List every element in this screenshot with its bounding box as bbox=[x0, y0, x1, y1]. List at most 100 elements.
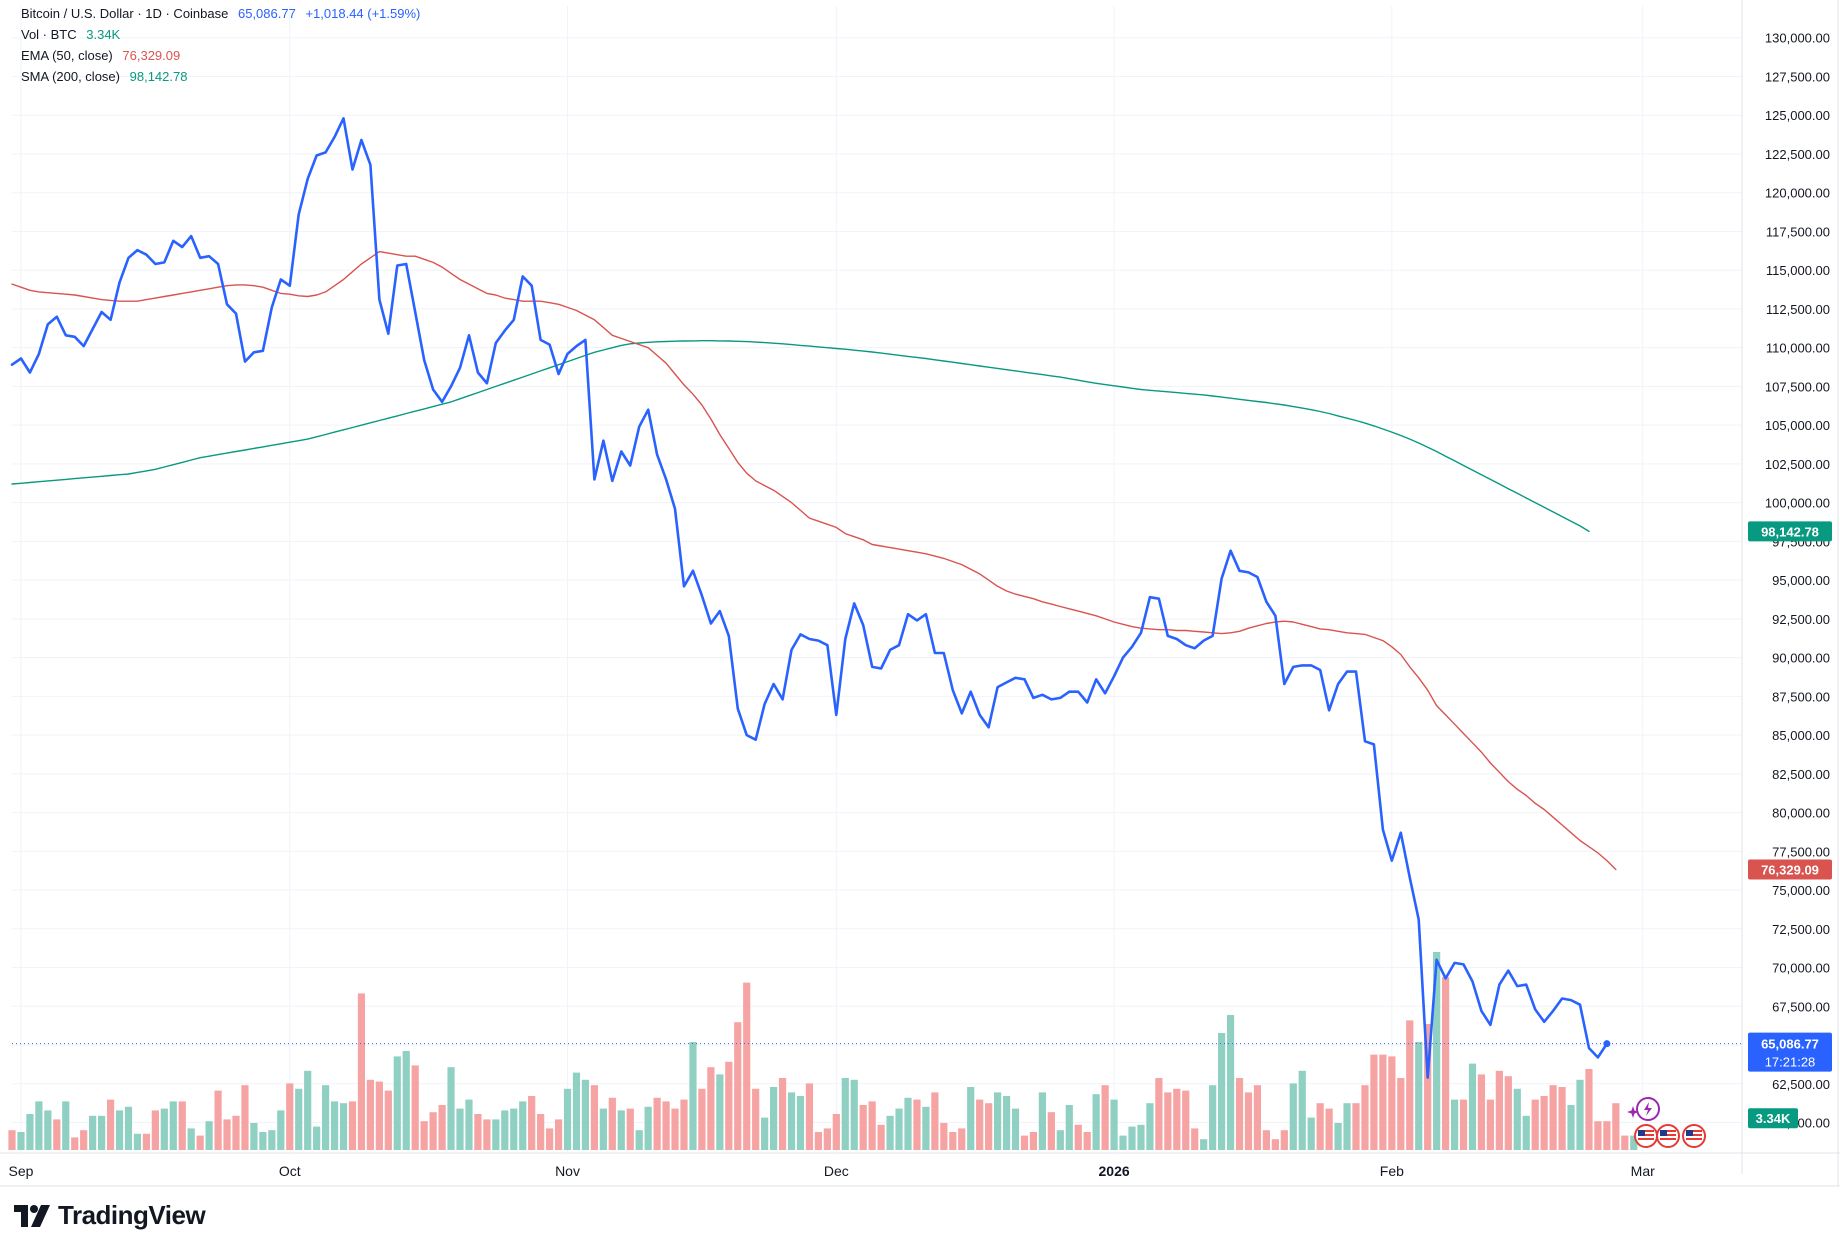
volume-bar bbox=[115, 1110, 124, 1150]
volume-bar bbox=[492, 1119, 500, 1150]
volume-bar bbox=[1630, 1135, 1638, 1150]
spark-icon[interactable] bbox=[1636, 1097, 1660, 1121]
volume-bar bbox=[510, 1108, 518, 1150]
volume-bar bbox=[1621, 1135, 1629, 1150]
tradingview-logo-text: TradingView bbox=[58, 1200, 206, 1230]
tradingview-logo[interactable]: TradingView bbox=[14, 1200, 206, 1231]
volume-bar bbox=[384, 1090, 392, 1150]
volume-bar bbox=[465, 1099, 473, 1150]
volume-bar bbox=[913, 1099, 921, 1150]
volume-bar bbox=[1155, 1078, 1163, 1150]
volume-bar bbox=[151, 1110, 159, 1150]
volume-bar bbox=[635, 1130, 643, 1150]
chart-legend: Bitcoin / U.S. Dollar · 1D · Coinbase 65… bbox=[21, 3, 426, 87]
volume-bar bbox=[1522, 1115, 1530, 1150]
volume-bar bbox=[796, 1096, 805, 1150]
x-tick-label: Oct bbox=[279, 1163, 301, 1179]
volume-legend-row[interactable]: Vol · BTC 3.34K bbox=[21, 24, 426, 45]
volume-bar bbox=[474, 1114, 482, 1150]
volume-bar bbox=[1146, 1103, 1154, 1150]
volume-bar bbox=[1298, 1070, 1306, 1150]
volume-bar bbox=[1585, 1069, 1593, 1150]
volume-bar bbox=[429, 1112, 437, 1150]
ema-line bbox=[11, 250, 1617, 871]
volume-bar bbox=[671, 1108, 679, 1150]
volume-bar bbox=[617, 1110, 625, 1150]
y-tick-label: 117,500.00 bbox=[1766, 224, 1830, 239]
sma-label: SMA (200, close) bbox=[21, 69, 120, 84]
volume-bar bbox=[456, 1108, 464, 1150]
price-change-value: +1,018.44 (+1.59%) bbox=[305, 6, 421, 21]
last-price-badge bbox=[1748, 1032, 1832, 1072]
y-tick-label: 87,500.00 bbox=[1772, 689, 1830, 704]
volume-bar bbox=[1065, 1105, 1073, 1150]
ema-legend-row[interactable]: EMA (50, close) 76,329.09 bbox=[21, 45, 426, 66]
volume-bar bbox=[1047, 1112, 1055, 1150]
volume-bar bbox=[1244, 1092, 1253, 1150]
volume-bar bbox=[393, 1056, 401, 1150]
volume-bar bbox=[761, 1117, 769, 1150]
y-tick-label: 77,500.00 bbox=[1772, 844, 1830, 859]
volume-bar bbox=[366, 1079, 374, 1150]
volume-bar bbox=[357, 993, 366, 1150]
volume-bar bbox=[1271, 1139, 1279, 1150]
last-price-value: 65,086.77 bbox=[237, 6, 296, 21]
symbol-title: Bitcoin / U.S. Dollar · 1D · Coinbase bbox=[21, 6, 229, 21]
volume-bar bbox=[1433, 952, 1441, 1150]
volume-bar bbox=[904, 1097, 912, 1150]
volume-bar bbox=[814, 1132, 822, 1150]
volume-bar bbox=[295, 1088, 303, 1150]
volume-bar bbox=[1262, 1130, 1270, 1150]
us-flag-icon[interactable] bbox=[1682, 1124, 1706, 1148]
bar-countdown-text: 17:21:28 bbox=[1765, 1055, 1816, 1070]
axis-layer: 60,000.0062,500.0065,000.0067,500.0070,0… bbox=[0, 0, 1840, 1187]
volume-bar bbox=[44, 1110, 52, 1150]
volume-bar bbox=[832, 1114, 840, 1150]
volume-bar bbox=[35, 1101, 43, 1150]
y-tick-label: 130,000.00 bbox=[1765, 31, 1830, 46]
y-tick-label: 115,000.00 bbox=[1766, 263, 1830, 278]
volume-bar bbox=[232, 1115, 240, 1150]
volume-bar bbox=[1235, 1078, 1244, 1150]
volume-bar bbox=[1442, 977, 1450, 1150]
y-tick-label: 95,000.00 bbox=[1772, 573, 1830, 588]
volume-bar bbox=[653, 1097, 661, 1150]
y-tick-label: 122,500.00 bbox=[1765, 147, 1830, 162]
volume-bar bbox=[1459, 1099, 1468, 1150]
volume-bar bbox=[241, 1085, 249, 1150]
volume-bar bbox=[554, 1119, 563, 1150]
volume-value: 3.34K bbox=[86, 27, 121, 42]
last-price-badge-text: 65,086.77 bbox=[1761, 1037, 1819, 1052]
volume-bar bbox=[1504, 1076, 1512, 1150]
volume-bar bbox=[1164, 1092, 1172, 1150]
volume-bar bbox=[1549, 1085, 1557, 1150]
symbol-legend-row[interactable]: Bitcoin / U.S. Dollar · 1D · Coinbase 65… bbox=[21, 3, 426, 24]
volume-bar bbox=[707, 1067, 715, 1150]
volume-bar bbox=[940, 1123, 948, 1150]
volume-bar bbox=[1173, 1088, 1181, 1150]
volume-bar bbox=[62, 1101, 70, 1150]
volume-bar bbox=[286, 1083, 294, 1150]
volume-bar bbox=[420, 1121, 428, 1150]
volume-bar bbox=[169, 1101, 177, 1150]
volume-bar bbox=[1316, 1103, 1324, 1150]
y-tick-label: 67,500.00 bbox=[1772, 999, 1830, 1014]
volume-bar bbox=[1325, 1108, 1333, 1150]
volume-bar bbox=[1191, 1128, 1199, 1150]
volume-bar bbox=[1020, 1135, 1029, 1150]
volume-bar bbox=[26, 1114, 34, 1150]
sma-legend-row[interactable]: SMA (200, close) 98,142.78 bbox=[21, 66, 426, 87]
volume-bar bbox=[259, 1132, 267, 1150]
volume-bar bbox=[859, 1105, 867, 1150]
volume-bar bbox=[581, 1079, 590, 1150]
us-flag-icon[interactable] bbox=[1656, 1124, 1680, 1148]
volume-bar bbox=[250, 1123, 258, 1150]
x-tick-label: Dec bbox=[824, 1163, 849, 1179]
volume-bar bbox=[770, 1087, 778, 1150]
volume-bar bbox=[877, 1124, 885, 1150]
volume-bar bbox=[142, 1133, 150, 1150]
volume-bar bbox=[89, 1115, 97, 1150]
us-flag-icon[interactable] bbox=[1634, 1124, 1658, 1148]
